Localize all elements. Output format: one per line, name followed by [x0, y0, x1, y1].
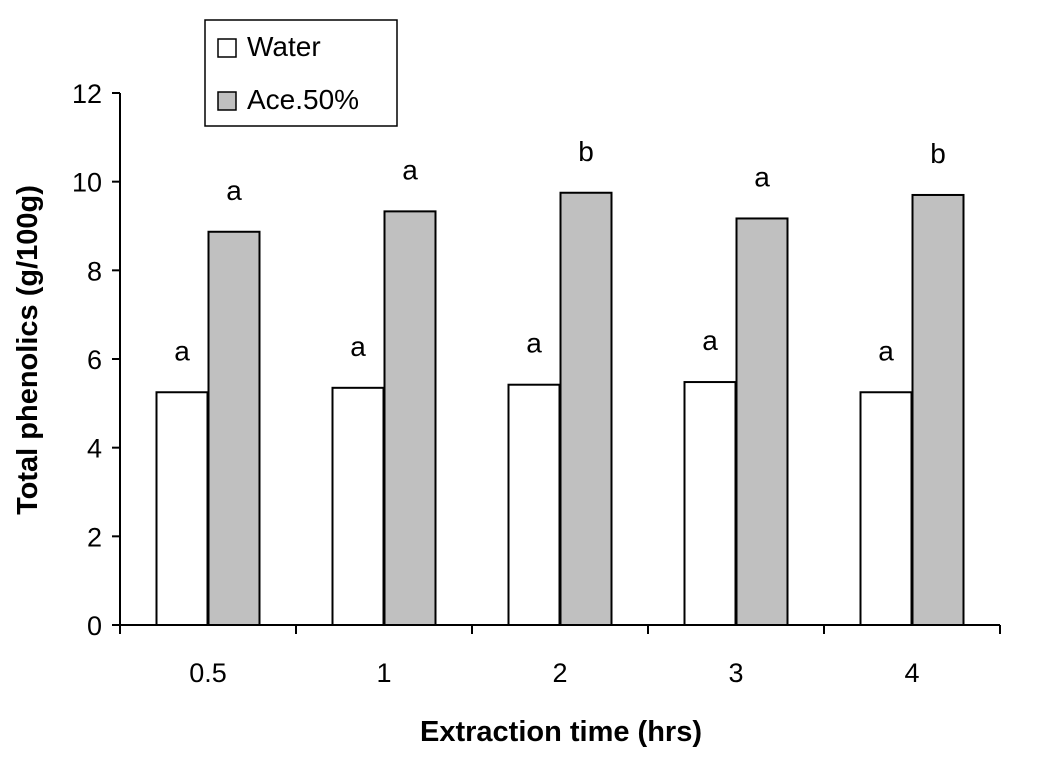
x-tick-label: 3	[728, 658, 743, 688]
bar-water-1	[331, 386, 385, 627]
bar-ace-3	[735, 217, 789, 626]
legend-swatch-ace	[217, 91, 237, 111]
significance-label: a	[526, 328, 542, 359]
legend-swatch-water	[217, 38, 237, 58]
bar-ace-4	[911, 193, 965, 626]
x-tick-label: 2	[552, 658, 567, 688]
bar-ace-2	[559, 191, 613, 626]
x-axis-title: Extraction time (hrs)	[420, 716, 702, 748]
significance-label: a	[878, 335, 894, 366]
bar-ace-1	[383, 210, 437, 626]
significance-label: b	[578, 136, 594, 167]
legend-box	[204, 19, 398, 127]
bar-water-4	[859, 391, 913, 626]
significance-label: a	[702, 325, 718, 356]
y-tick-label: 8	[87, 256, 102, 286]
bar-water-3	[683, 381, 737, 627]
legend: Water Ace.50%	[204, 19, 398, 127]
x-tick-label: 1	[376, 658, 391, 688]
y-tick-label: 4	[87, 434, 102, 464]
significance-label: a	[402, 154, 418, 185]
legend-label-ace: Ace.50%	[247, 84, 359, 115]
significance-label: a	[754, 161, 770, 192]
significance-label: a	[226, 175, 242, 206]
bar-ace-0.5	[207, 230, 261, 626]
bar-water-0.5	[155, 391, 209, 626]
significance-label: b	[930, 138, 946, 169]
y-tick-label: 10	[72, 168, 102, 198]
y-tick-label: 2	[87, 522, 102, 552]
bar-water-2	[507, 383, 561, 627]
significance-label: a	[350, 331, 366, 362]
y-tick-label: 6	[87, 345, 102, 375]
significance-label: a	[174, 335, 190, 366]
y-axis-title: Total phenolics (g/100g)	[12, 185, 44, 515]
y-tick-label: 12	[72, 79, 102, 109]
y-tick-label: 0	[87, 611, 102, 641]
x-tick-label: 4	[904, 658, 919, 688]
x-tick-label: 0.5	[189, 658, 227, 688]
legend-label-water: Water	[247, 31, 321, 62]
